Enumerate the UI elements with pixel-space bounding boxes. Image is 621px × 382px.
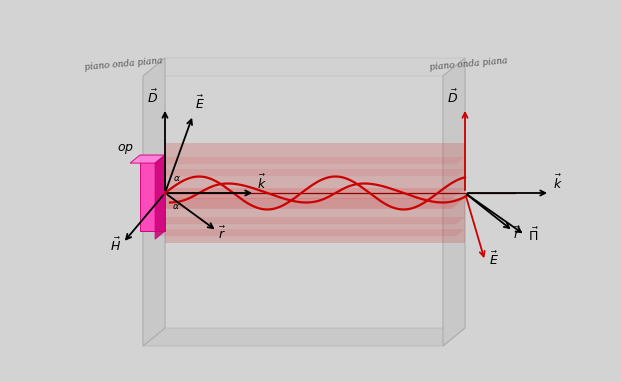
Text: $\vec{k}$: $\vec{k}$	[257, 174, 266, 192]
Polygon shape	[143, 328, 465, 346]
Polygon shape	[165, 143, 465, 243]
Text: $\vec{r}$: $\vec{r}$	[218, 226, 226, 242]
Polygon shape	[156, 157, 465, 164]
Text: $\vec{E}$: $\vec{E}$	[195, 95, 205, 112]
Polygon shape	[140, 155, 165, 231]
Text: $\vec{k}$: $\vec{k}$	[553, 174, 563, 192]
Polygon shape	[156, 217, 465, 224]
Text: $\alpha$: $\alpha$	[173, 174, 181, 183]
Text: $\vec{H}$: $\vec{H}$	[110, 237, 121, 254]
Text: $\vec{D}$: $\vec{D}$	[147, 89, 158, 106]
Text: $op$: $op$	[117, 142, 134, 156]
Polygon shape	[156, 229, 465, 236]
Polygon shape	[156, 169, 465, 176]
Polygon shape	[143, 58, 165, 346]
Polygon shape	[130, 155, 165, 163]
Polygon shape	[152, 188, 465, 199]
Polygon shape	[152, 198, 465, 209]
Text: $\vec{E}$: $\vec{E}$	[489, 251, 499, 268]
Text: $\vec{r}$: $\vec{r}$	[513, 226, 521, 242]
Polygon shape	[143, 58, 465, 76]
Polygon shape	[443, 58, 465, 346]
Text: $\alpha$: $\alpha$	[172, 202, 180, 211]
Text: $\vec{\Pi}$: $\vec{\Pi}$	[528, 227, 539, 244]
Text: piano onda piana: piano onda piana	[430, 56, 509, 72]
Text: $\vec{D}$: $\vec{D}$	[447, 89, 458, 106]
Polygon shape	[155, 155, 165, 239]
Text: piano onda piana: piano onda piana	[84, 56, 163, 72]
